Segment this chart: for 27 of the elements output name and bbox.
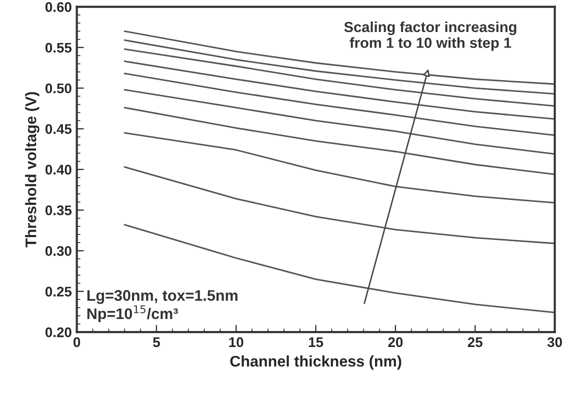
line-series: [124, 106, 555, 176]
y-tick-label: 0.50: [45, 83, 72, 94]
line-series: [124, 72, 555, 136]
y-tick-label: 0.45: [45, 124, 72, 134]
annotation: Lg=30nm, tox=1.5nm Np=10$^{15}$/cm³: [87, 290, 238, 322]
x-tick-label: 0: [74, 337, 80, 348]
y-tick-label: 0.25: [45, 286, 72, 297]
x-tick-label: 15: [308, 337, 324, 348]
line-series: [124, 89, 555, 155]
x-tick-label: 20: [388, 337, 403, 348]
y-tick-label: 0.20: [45, 327, 72, 338]
line-series: [124, 132, 555, 204]
y-axis-title: Threshold voltage (V): [25, 92, 40, 248]
y-tick-label: 0.35: [45, 205, 72, 216]
y-tick-label: 0.40: [45, 164, 72, 175]
line-series: [124, 166, 555, 244]
annotation: Scaling factor increasing from 1 to 10 with step 1: [344, 21, 516, 51]
x-tick-label: 30: [547, 337, 562, 348]
x-axis-title: Channel thickness (nm): [230, 355, 402, 370]
line-series: [124, 39, 555, 95]
y-tick-label: 0.60: [45, 2, 72, 12]
line-series: [124, 60, 555, 120]
y-tick-label: 0.30: [45, 246, 72, 256]
x-tick-label: 25: [468, 337, 482, 348]
y-tick-label: 0.55: [45, 42, 72, 53]
x-tick-label: 5: [153, 337, 160, 348]
x-tick-label: 10: [229, 337, 244, 348]
